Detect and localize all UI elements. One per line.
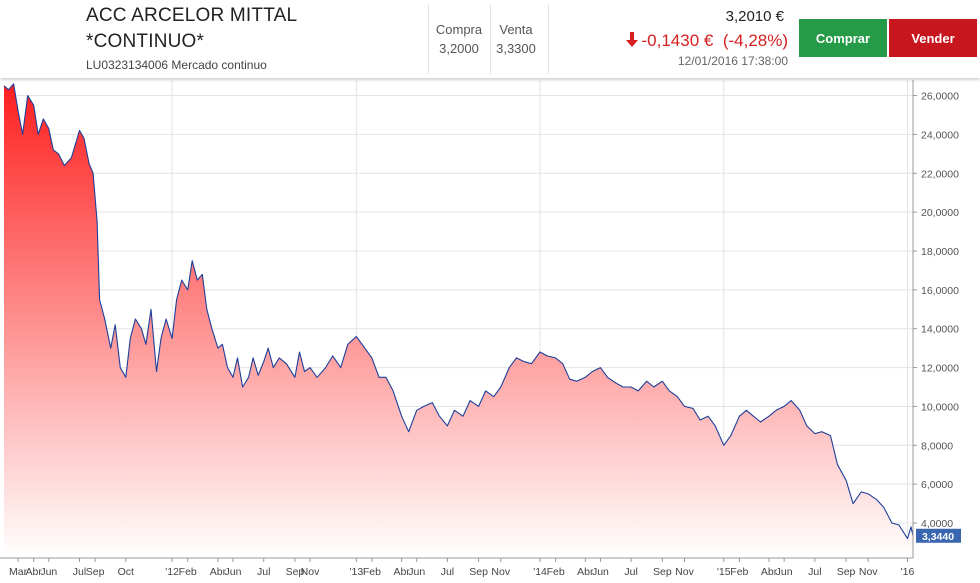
x-tick-label: Jul: [441, 566, 454, 578]
quote-timestamp: 12/01/2016 17:38:00: [677, 54, 788, 68]
bid-value: 3,2000: [439, 41, 479, 56]
y-tick-label: 4,0000: [921, 518, 953, 530]
y-tick-label: 16,0000: [921, 285, 959, 297]
x-tick-label: Abr: [393, 566, 410, 578]
x-tick-label: Oct: [118, 566, 134, 578]
price-area: [4, 83, 913, 559]
x-tick-label: Jul: [808, 566, 821, 578]
x-tick-label: Nov: [859, 566, 878, 578]
x-tick-label: Jul: [624, 566, 637, 578]
sell-button[interactable]: Vender: [889, 19, 977, 57]
last-value-box: [916, 528, 961, 543]
ask-label: Venta: [499, 22, 533, 37]
x-tick-label: Nov: [301, 566, 320, 578]
x-tick-label: Jul: [257, 566, 270, 578]
x-tick-label: Feb: [547, 566, 565, 578]
x-tick-label: Jun: [776, 566, 793, 578]
last-value-marker: 3,3440: [916, 528, 961, 543]
x-tick-label: Abr: [577, 566, 594, 578]
buy-button[interactable]: Comprar: [799, 19, 887, 57]
change-absolute: -0,1430 €: [641, 31, 714, 50]
last-price: 3,2010 €: [725, 8, 784, 25]
price-line: [3, 83, 914, 540]
price-change: -0,1430 € (-4,28%): [625, 31, 788, 52]
x-tick-label: Sep: [86, 566, 105, 578]
divider: [428, 4, 429, 74]
x-tick-label: Abr: [26, 566, 43, 578]
y-axis-ticks: 4,0000 6,0000 8,0000 10,0000 12,0000 14,0000 1…: [913, 91, 959, 530]
x-tick-label: Jun: [225, 566, 242, 578]
x-tick-label: '12: [165, 566, 179, 578]
y-tick-label: 14,0000: [921, 324, 959, 336]
ask-block: Venta 3,3300: [486, 22, 546, 56]
x-tick-label: Jun: [40, 566, 57, 578]
x-tick-label: '13: [349, 566, 363, 578]
y-tick-label: 10,0000: [921, 401, 959, 413]
y-tick-label: 8,0000: [921, 440, 953, 452]
x-tick-label: Feb: [179, 566, 197, 578]
quote-header: ACC ARCELOR MITTAL *CONTINUO* LU03231340…: [0, 0, 980, 78]
y-tick-label: 18,0000: [921, 246, 959, 258]
divider: [490, 4, 491, 74]
change-percent: (-4,28%): [722, 31, 788, 50]
bid-label: Compra: [435, 22, 483, 37]
x-tick-label: Sep: [286, 566, 305, 578]
x-tick-label: '16: [901, 566, 915, 578]
y-tick-label: 26,0000: [921, 91, 959, 103]
x-tick-label: Sep: [469, 566, 488, 578]
instrument-name: ACC ARCELOR MITTAL: [86, 5, 298, 26]
x-tick-label: Sep: [837, 566, 856, 578]
x-tick-label: Sep: [653, 566, 672, 578]
x-tick-label: '14: [533, 566, 547, 578]
x-tick-label: Abr: [761, 566, 778, 578]
bid-block: Compra 3,2000: [429, 22, 489, 56]
x-tick-label: Jun: [592, 566, 609, 578]
y-tick-label: 24,0000: [921, 129, 959, 141]
x-tick-label: '15: [717, 566, 731, 578]
y-tick-label: 6,0000: [921, 479, 953, 491]
y-tick-label: 12,0000: [921, 363, 959, 375]
y-tick-label: 20,0000: [921, 207, 959, 219]
last-value-label: 3,3440: [922, 531, 954, 543]
divider: [548, 4, 549, 74]
x-tick-label: Nov: [675, 566, 694, 578]
x-tick-label: Mar: [9, 566, 28, 578]
instrument-market: *CONTINUO*: [86, 31, 205, 52]
x-tick-label: Feb: [730, 566, 748, 578]
x-tick-label: Feb: [363, 566, 381, 578]
x-tick-label: Nov: [491, 566, 510, 578]
isin-label: LU0323134006 Mercado continuo: [86, 58, 267, 72]
x-tick-label: Jul: [73, 566, 86, 578]
x-tick-label: Jun: [408, 566, 425, 578]
x-tick-label: Abr: [210, 566, 227, 578]
ask-value: 3,3300: [496, 41, 536, 56]
arrow-down-icon: [625, 32, 638, 52]
y-tick-label: 22,0000: [921, 168, 959, 180]
